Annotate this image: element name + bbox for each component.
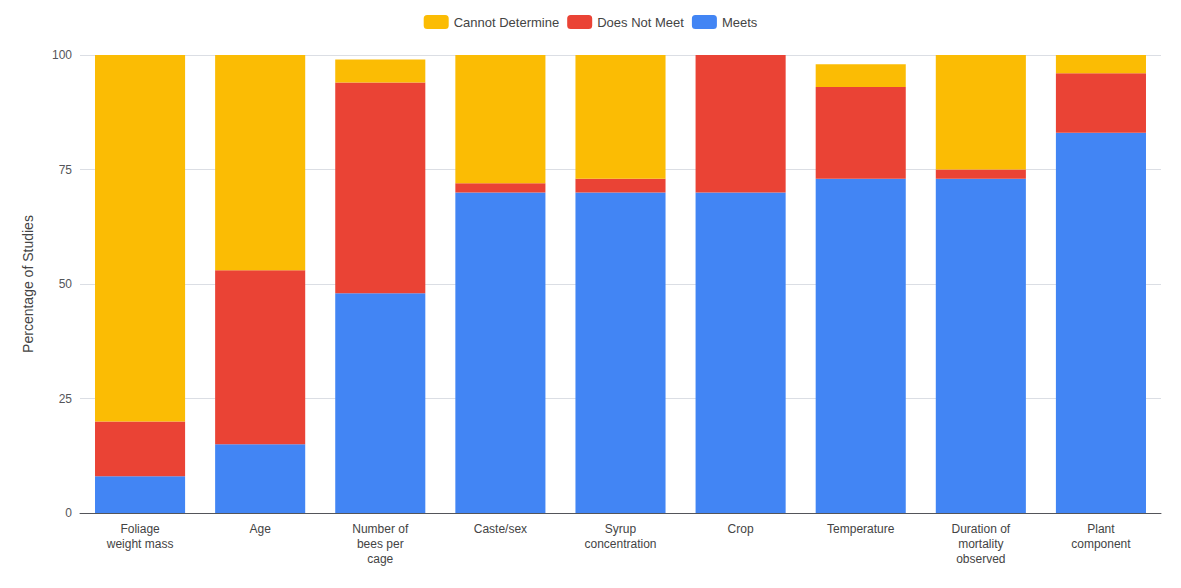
svg-text:Duration of: Duration of	[951, 522, 1010, 536]
svg-text:cage: cage	[367, 552, 393, 566]
svg-text:Foliage: Foliage	[120, 522, 160, 536]
svg-text:Syrup: Syrup	[605, 522, 637, 536]
svg-text:Plant: Plant	[1087, 522, 1115, 536]
svg-text:75: 75	[59, 163, 73, 177]
svg-text:Percentage of Studies: Percentage of Studies	[20, 215, 36, 353]
svg-text:Does Not Meet: Does Not Meet	[597, 15, 684, 30]
svg-text:Caste/sex: Caste/sex	[474, 522, 527, 536]
svg-text:observed: observed	[956, 552, 1005, 566]
svg-text:Meets: Meets	[722, 15, 758, 30]
svg-text:Number of: Number of	[352, 522, 409, 536]
svg-text:Crop: Crop	[728, 522, 754, 536]
svg-text:concentration: concentration	[584, 537, 656, 551]
svg-text:100: 100	[52, 48, 72, 62]
svg-text:25: 25	[59, 392, 73, 406]
svg-text:0: 0	[65, 506, 72, 520]
svg-text:Age: Age	[249, 522, 271, 536]
svg-text:50: 50	[59, 277, 73, 291]
svg-text:weight mass: weight mass	[106, 537, 174, 551]
svg-text:Cannot Determine: Cannot Determine	[454, 15, 560, 30]
svg-text:Temperature: Temperature	[827, 522, 895, 536]
svg-text:bees per: bees per	[357, 537, 404, 551]
svg-text:component: component	[1071, 537, 1131, 551]
svg-text:mortality: mortality	[958, 537, 1003, 551]
